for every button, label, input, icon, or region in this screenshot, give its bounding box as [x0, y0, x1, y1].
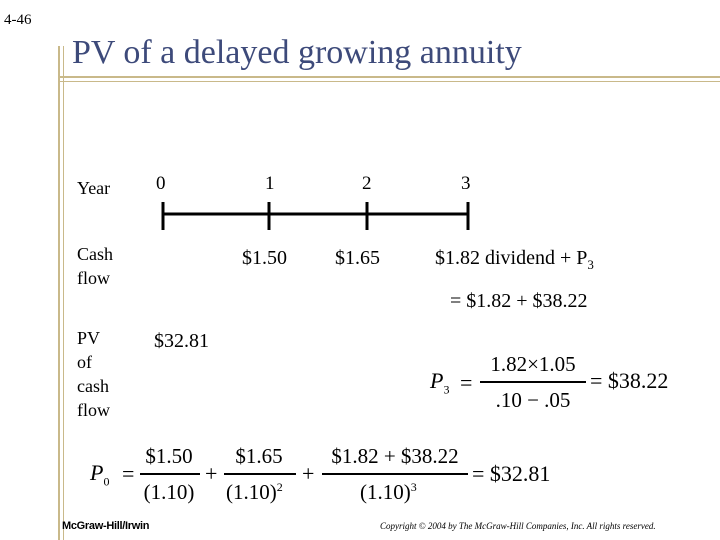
p0-term1-denominator: (1.10) [143, 480, 195, 504]
p0-formula-result: = $32.81 [472, 461, 551, 486]
p0-term2-bar [224, 473, 296, 475]
p0-term2-den-base: (1.10) [226, 480, 277, 504]
p0-formula-lhs: P0 [90, 460, 109, 489]
p0-lhs-sub: 0 [103, 474, 110, 489]
year-3: 3 [461, 173, 471, 194]
year-2: 2 [362, 173, 372, 194]
pv-label-line1: PV [77, 328, 101, 348]
pv-value: $32.81 [154, 330, 209, 352]
p0-formula-equals: = [122, 461, 135, 486]
p0-term3-numerator: $1.82 + $38.22 [331, 444, 459, 468]
p3-lhs-symbol: P [430, 368, 444, 393]
year-1: 1 [265, 173, 275, 194]
pv-label-line4: flow [77, 400, 110, 420]
p0-plus-2: + [302, 461, 315, 486]
p0-plus-1: + [205, 461, 218, 486]
decorative-vertical-rule [58, 46, 60, 540]
p0-term2-denominator: (1.10)2 [226, 480, 283, 505]
decorative-horizontal-rule [58, 76, 720, 78]
p0-term3-denominator: (1.10)3 [360, 480, 417, 505]
decorative-vertical-rule-thin [63, 46, 64, 540]
p3-lhs-sub: 3 [443, 382, 450, 397]
p0-term2-den-exp: 2 [276, 480, 283, 494]
cash-flow-year-1: $1.50 [242, 247, 287, 269]
p3-formula-denominator: .10 − .05 [495, 388, 571, 412]
cash-flow-year-2: $1.65 [335, 247, 380, 269]
publisher-footer: McGraw-Hill/Irwin [62, 520, 150, 532]
cash-flow-year-3-text: $1.82 dividend + P [435, 247, 588, 269]
p0-term1-bar [140, 473, 200, 475]
flow-label: flow [77, 268, 110, 288]
p0-lhs-symbol: P [90, 460, 104, 485]
decorative-horizontal-rule-thin [58, 81, 720, 82]
slide-title: PV of a delayed growing annuity [72, 34, 522, 71]
p0-term3-den-exp: 3 [410, 480, 417, 494]
p3-formula-lhs: P3 [430, 368, 449, 397]
cash-flow-year-3: $1.82 dividend + P3 [435, 247, 594, 273]
pv-label-line3: cash [77, 376, 109, 396]
p3-breakdown: = $1.82 + $38.22 [450, 290, 588, 312]
p3-formula-equals: = [460, 370, 473, 395]
p0-term1-numerator: $1.50 [145, 444, 193, 468]
cash-flow-year-3-sub: 3 [587, 257, 594, 272]
p3-formula-numerator: 1.82×1.05 [490, 352, 576, 376]
p0-term3-bar [322, 473, 468, 475]
p3-formula-result: = $38.22 [590, 368, 669, 393]
copyright-footer: Copyright © 2004 by The McGraw-Hill Comp… [380, 521, 656, 531]
slide-number: 4-46 [4, 12, 32, 28]
p0-term3-den-base: (1.10) [360, 480, 411, 504]
cash-label: Cash [77, 244, 113, 264]
year-label: Year [77, 178, 111, 198]
year-0: 0 [156, 173, 166, 194]
p3-fraction-bar [480, 381, 586, 383]
pv-label-line2: of [77, 352, 92, 372]
p0-term2-numerator: $1.65 [235, 444, 283, 468]
